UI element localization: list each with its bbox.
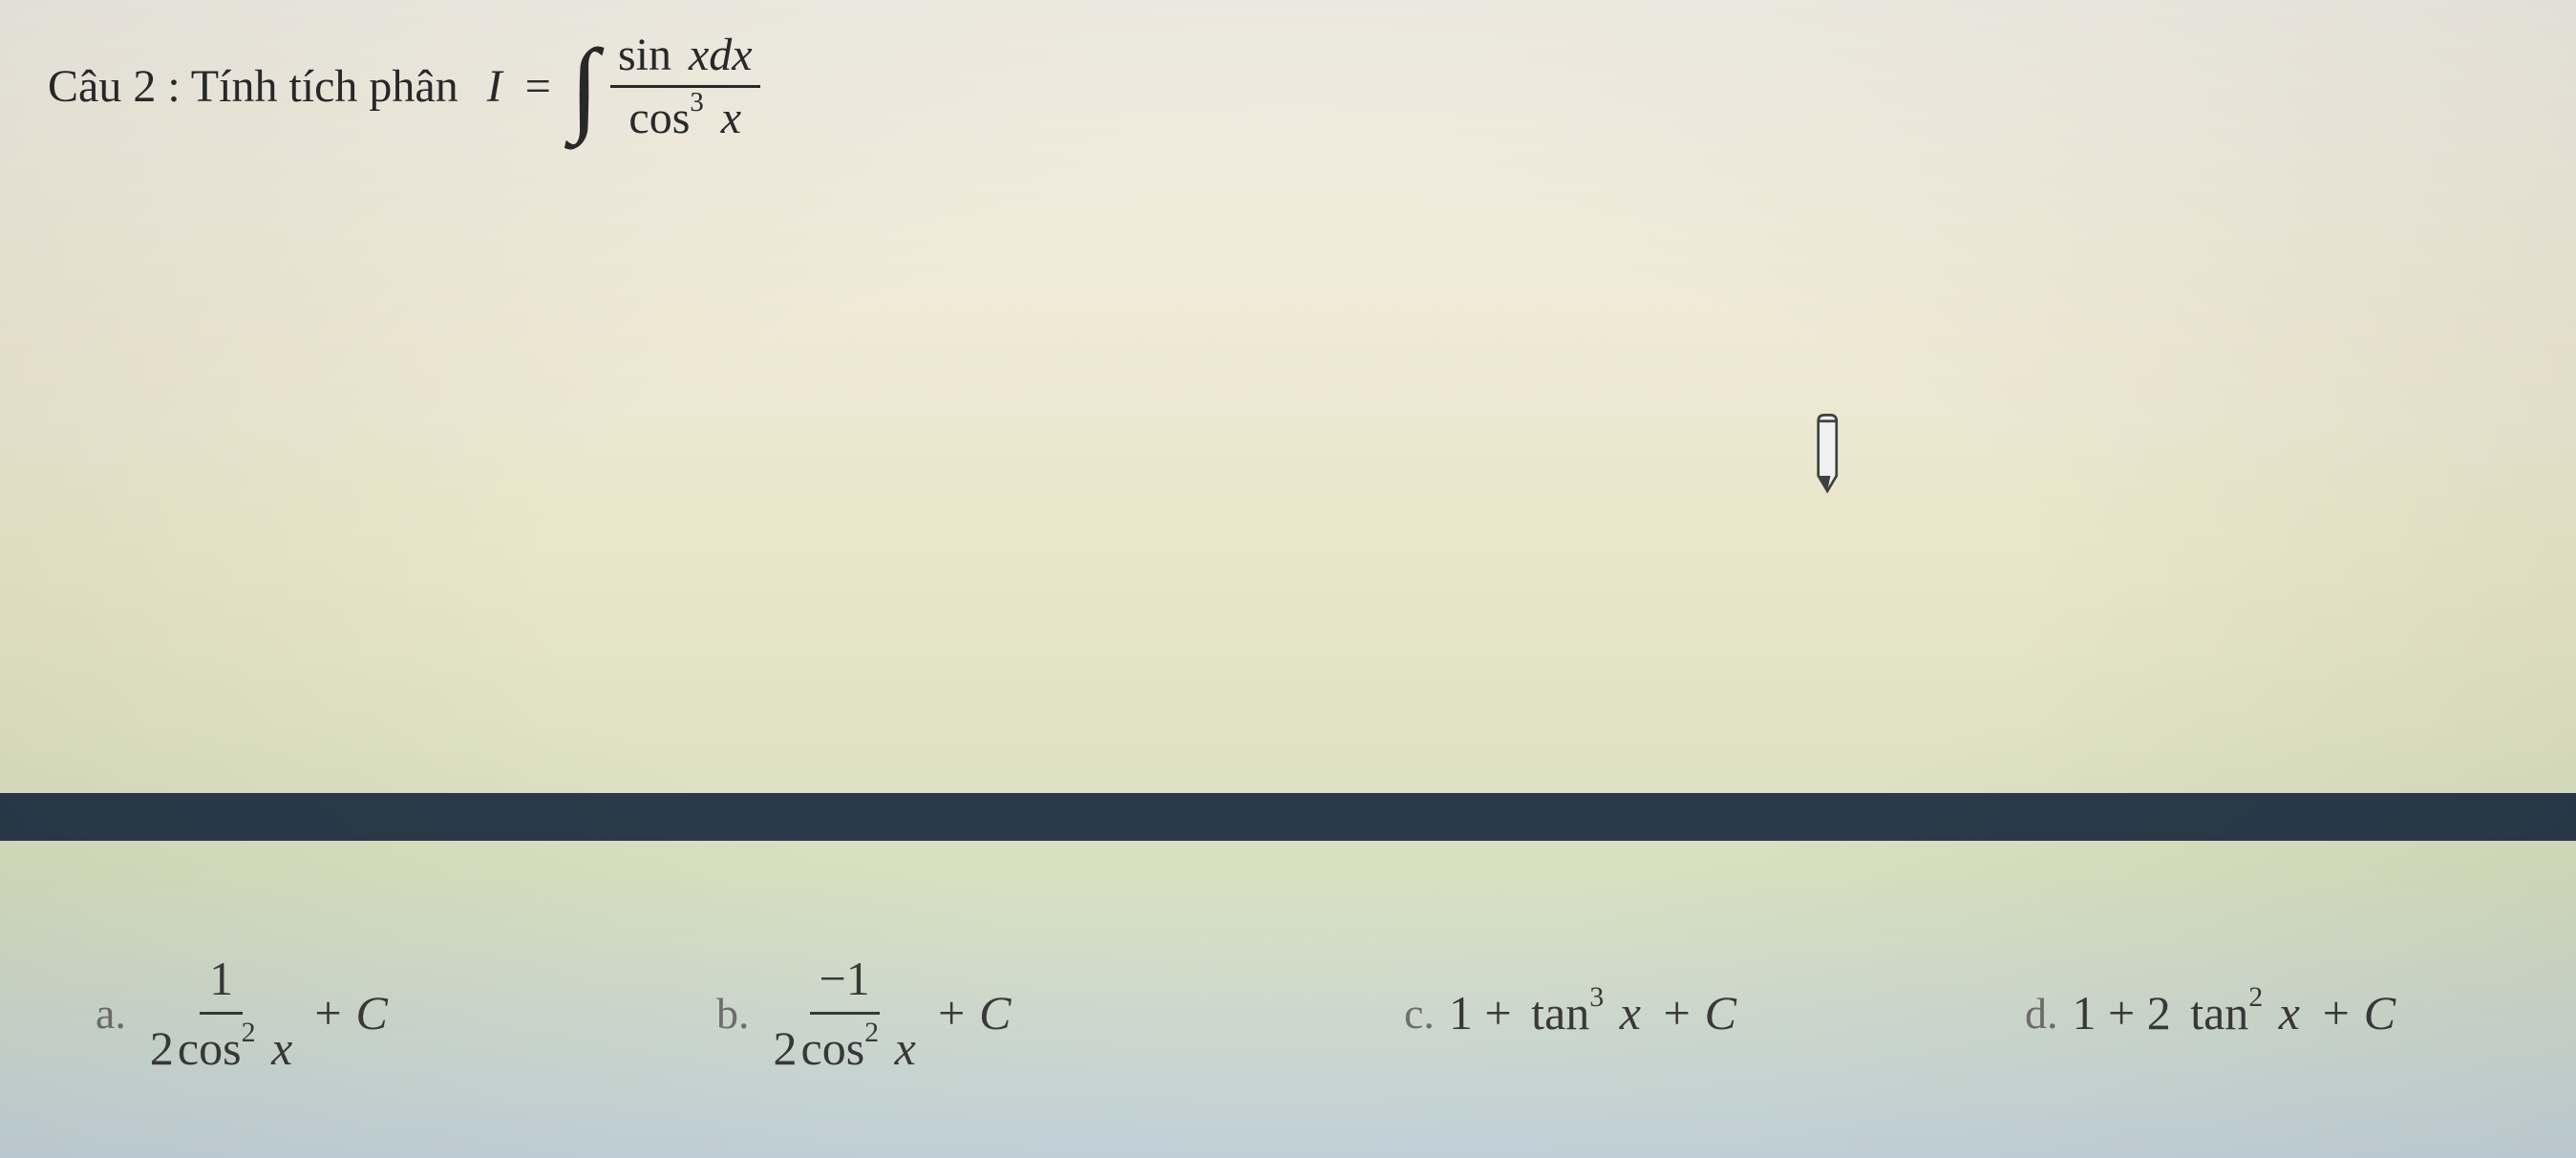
answer-option-a[interactable]: a. 1 2cos2 x + C — [96, 951, 388, 1076]
option-label-d: d. — [2025, 988, 2058, 1039]
option-label-a: a. — [96, 988, 126, 1039]
denominator-a: 2cos2 x — [140, 1015, 302, 1076]
pen-cursor-icon — [1767, 394, 1892, 519]
expression-c: 1 + tan3 x + C — [1449, 985, 1736, 1040]
integrand-denominator: cos3 x — [621, 88, 749, 144]
integral-sign-icon: ∫ — [570, 39, 599, 134]
constant-a: + C — [311, 985, 388, 1040]
expression-d: 1 + 2 tan2 x + C — [2073, 985, 2396, 1040]
section-divider — [0, 793, 2576, 841]
answer-option-c[interactable]: c. 1 + tan3 x + C — [1404, 985, 1736, 1040]
question-label: Câu 2 : Tính tích phân — [48, 60, 458, 113]
option-label-c: c. — [1404, 988, 1435, 1039]
denominator-b: 2cos2 x — [764, 1015, 926, 1076]
constant-b: + C — [935, 985, 1011, 1040]
fraction-a: 1 2cos2 x — [140, 951, 302, 1076]
fraction-b: −1 2cos2 x — [764, 951, 926, 1076]
integral-expression: I = ∫ sin xdx cos3 x — [470, 29, 764, 144]
equals-sign: = — [525, 61, 551, 112]
numerator-a: 1 — [200, 951, 243, 1015]
integrand-fraction: sin xdx cos3 x — [610, 29, 760, 144]
integral-variable: I — [487, 61, 502, 112]
option-label-b: b. — [716, 988, 750, 1039]
numerator-b: −1 — [810, 951, 880, 1015]
answer-option-d[interactable]: d. 1 + 2 tan2 x + C — [2025, 985, 2395, 1040]
answer-option-b[interactable]: b. −1 2cos2 x + C — [716, 951, 1011, 1076]
integrand-numerator: sin xdx — [610, 29, 760, 88]
question-container: Câu 2 : Tính tích phân I = ∫ sin xdx cos… — [48, 29, 764, 144]
